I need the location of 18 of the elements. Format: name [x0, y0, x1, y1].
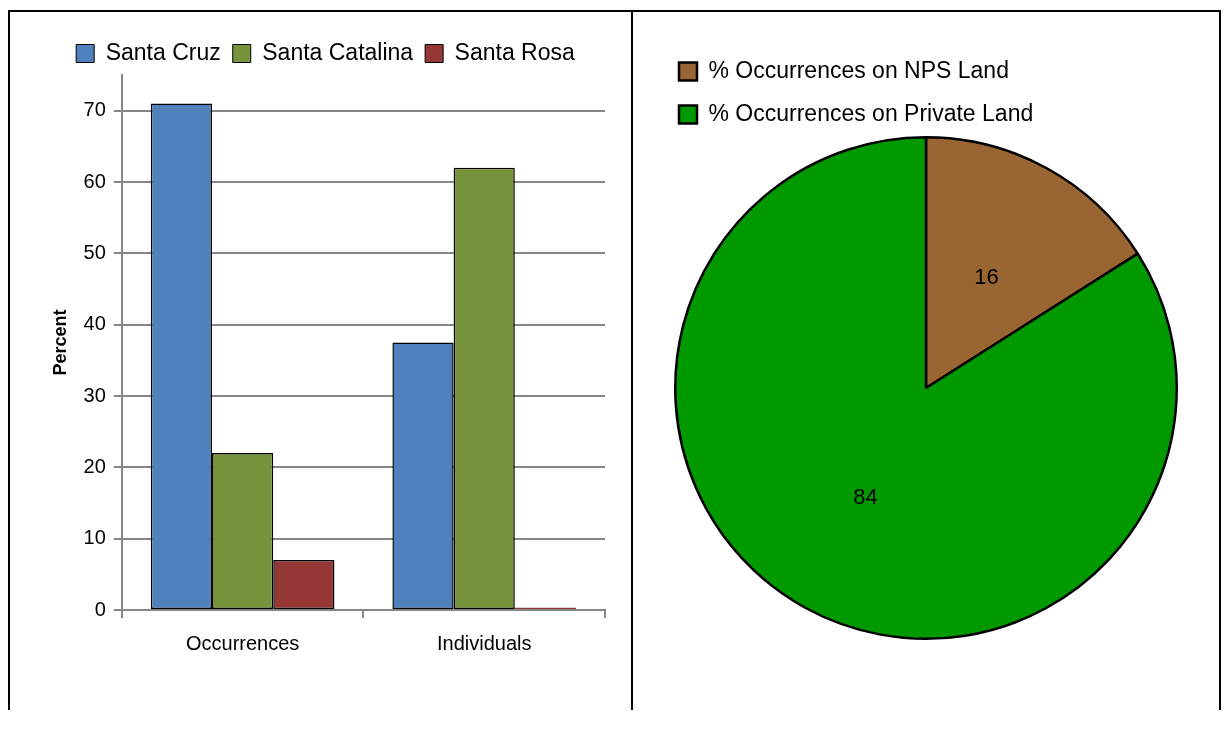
x-tick-label: Occurrences — [185, 631, 300, 654]
legend-label: % Occurrences on Private Land — [708, 99, 1034, 126]
y-tick-label: 20 — [83, 454, 106, 477]
y-tick-label: 30 — [83, 383, 106, 406]
y-tick-label: 60 — [83, 169, 106, 192]
data-label: 16 — [974, 264, 999, 290]
y-tick-label: 0 — [94, 597, 106, 620]
data-label: 84 — [853, 483, 878, 509]
y-tick-label: 40 — [83, 312, 106, 335]
legend-label: Santa Cruz — [105, 38, 221, 65]
legend-label: % Occurrences on NPS Land — [708, 56, 1009, 83]
y-tick-label: 10 — [83, 526, 106, 549]
y-tick-label: 70 — [83, 98, 106, 121]
x-tick-label: Individuals — [436, 631, 532, 654]
legend-label: Santa Catalina — [262, 38, 414, 65]
y-tick-label: 50 — [83, 240, 106, 263]
legend-label: Santa Rosa — [454, 38, 576, 65]
y-axis-title: Percent — [49, 309, 70, 376]
